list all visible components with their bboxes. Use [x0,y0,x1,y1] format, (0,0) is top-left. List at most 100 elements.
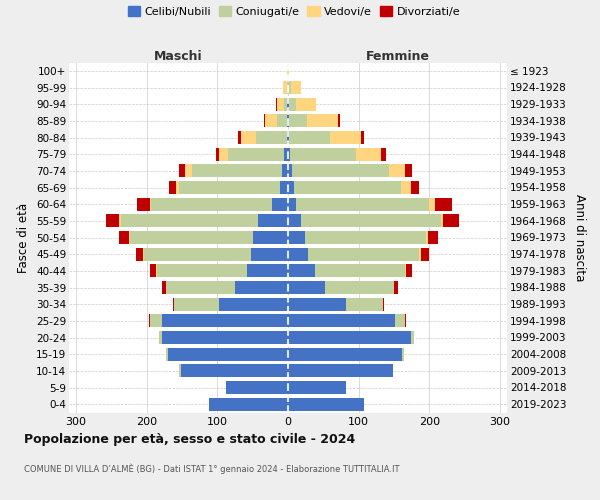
Y-axis label: Anni di nascita: Anni di nascita [573,194,586,281]
Bar [307,114,338,128]
Bar [219,298,288,310]
Bar [228,148,284,160]
Bar [150,264,156,278]
Bar [380,148,386,160]
Bar [130,231,253,244]
Bar [143,248,144,260]
Bar [296,98,316,110]
Bar [166,348,168,360]
Bar [209,398,288,410]
Bar [284,98,287,110]
Bar [283,164,288,177]
Bar [405,264,406,278]
Bar [288,298,346,310]
Bar [287,131,288,144]
Bar [256,131,287,144]
Bar [325,281,394,294]
Bar [288,198,296,210]
Bar [315,264,405,278]
Bar [192,164,283,177]
Text: COMUNE DI VILLA D’ALMÈ (BG) - Dati ISTAT 1° gennaio 2024 - Elaborazione TUTTITAL: COMUNE DI VILLA D’ALMÈ (BG) - Dati ISTAT… [24,464,400,474]
Y-axis label: Fasce di età: Fasce di età [17,202,31,272]
Bar [288,331,411,344]
Bar [394,281,398,294]
Bar [119,214,121,228]
Bar [181,364,288,378]
Bar [287,81,288,94]
Bar [288,64,289,78]
Bar [395,314,405,328]
Bar [283,81,287,94]
Bar [288,364,392,378]
Bar [284,148,288,160]
Bar [429,198,435,210]
Bar [226,381,288,394]
Bar [288,231,305,244]
Bar [251,248,288,260]
Bar [156,264,157,278]
Bar [440,214,443,228]
Bar [289,131,329,144]
Bar [288,314,395,328]
Bar [276,98,277,110]
Bar [288,131,289,144]
Bar [288,264,315,278]
Bar [241,131,256,144]
Bar [293,181,401,194]
Bar [288,214,301,228]
Bar [162,314,288,328]
Bar [288,114,289,128]
Bar [173,298,174,310]
Text: Femmine: Femmine [365,50,430,64]
Bar [289,98,296,110]
Bar [247,264,288,278]
Bar [288,348,403,360]
Text: Maschi: Maschi [154,50,203,64]
Text: Popolazione per età, sesso e stato civile - 2024: Popolazione per età, sesso e stato civil… [24,432,355,446]
Bar [427,231,428,244]
Bar [401,181,411,194]
Legend: Celibi/Nubili, Coniugati/e, Vedovi/e, Divorziati/e: Celibi/Nubili, Coniugati/e, Vedovi/e, Di… [125,3,463,20]
Bar [119,231,129,244]
Bar [383,298,384,310]
Bar [392,364,393,378]
Bar [151,198,272,210]
Bar [166,281,235,294]
Bar [443,214,459,228]
Bar [411,331,415,344]
Bar [106,214,119,228]
Bar [265,114,277,128]
Bar [179,164,185,177]
Bar [288,81,291,94]
Bar [288,98,289,110]
Bar [287,64,288,78]
Bar [404,164,412,177]
Bar [157,264,247,278]
Bar [288,181,293,194]
Bar [287,98,288,110]
Bar [272,198,288,210]
Bar [169,181,176,194]
Bar [428,231,438,244]
Bar [220,148,228,160]
Bar [419,248,421,260]
Bar [174,298,219,310]
Bar [289,114,307,128]
Bar [277,114,287,128]
Bar [291,81,301,94]
Bar [288,164,292,177]
Bar [290,148,356,160]
Bar [346,298,383,310]
Bar [162,281,166,294]
Bar [162,331,288,344]
Bar [288,148,290,160]
Bar [288,248,308,260]
Bar [356,148,380,160]
Bar [403,348,404,360]
Bar [361,131,364,144]
Bar [179,181,280,194]
Bar [280,181,288,194]
Bar [136,248,143,260]
Bar [238,131,241,144]
Bar [137,198,149,210]
